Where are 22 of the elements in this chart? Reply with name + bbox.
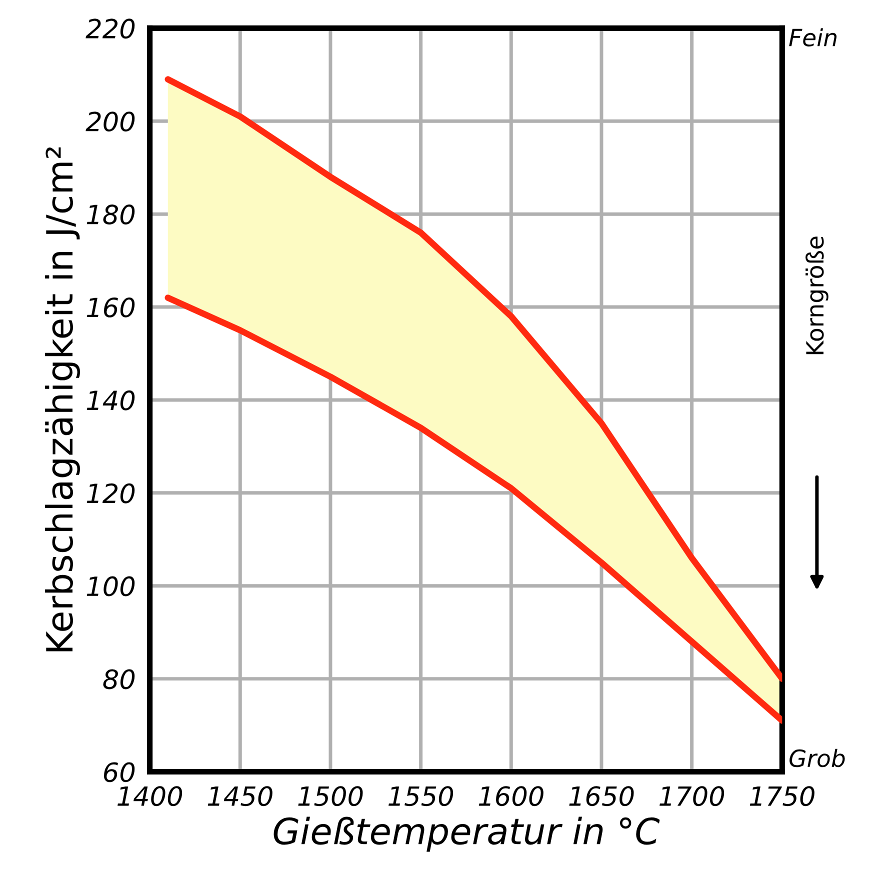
text: Grob	[790, 748, 845, 768]
y-tick-label: 60	[104, 762, 135, 782]
y-tick-label: 200	[86, 112, 135, 132]
y-tick-label: 140	[86, 390, 135, 410]
x-tick-label: 1700	[660, 786, 724, 806]
y-tick-label: 180	[86, 204, 135, 224]
y-tick-label: 220	[86, 18, 135, 39]
x-tick-label: 1400	[118, 786, 182, 806]
x-axis-title: Gießtemperatur in °C	[274, 816, 660, 852]
y-tick-label: 160	[86, 297, 135, 318]
y-axis-title: Kerbschlagzähigkeit in J/cm²	[45, 147, 80, 652]
y-tick-label: 100	[86, 576, 135, 596]
text: Fein	[789, 28, 837, 46]
x-tick-label: 1450	[208, 786, 272, 806]
x-tick-label: 1750	[750, 786, 814, 806]
x-tick-label: 1650	[569, 786, 634, 806]
y-tick-label: 80	[103, 669, 135, 690]
x-tick-label: 1500	[298, 786, 363, 806]
text: Korngröße	[806, 236, 828, 354]
x-tick-label: 1550	[388, 786, 454, 806]
x-tick-label: 1600	[478, 786, 544, 806]
y-tick-label: 120	[86, 483, 135, 504]
